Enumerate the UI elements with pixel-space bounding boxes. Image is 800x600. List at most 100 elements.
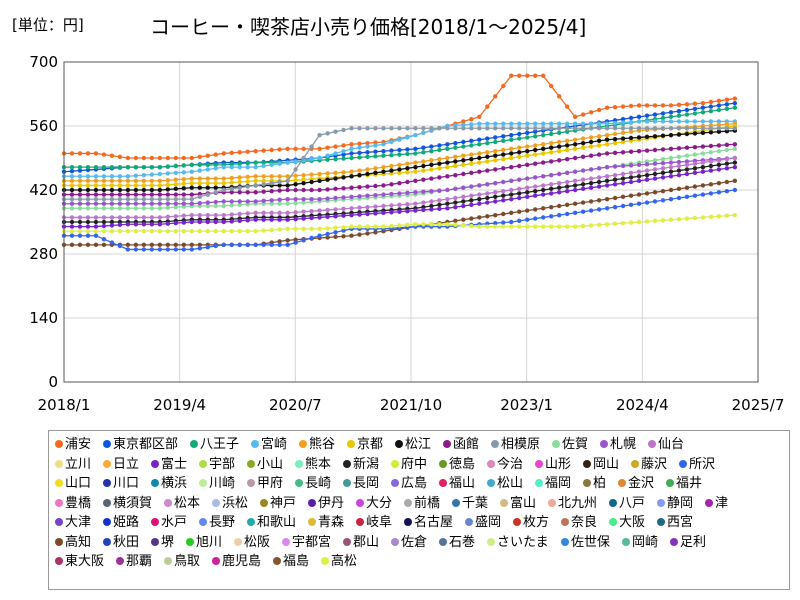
data-point <box>533 184 538 189</box>
legend-label: 松本 <box>174 495 201 511</box>
data-point <box>540 215 546 220</box>
legend-marker-icon <box>443 440 451 448</box>
data-point <box>445 187 450 193</box>
legend-item: 鳥取 <box>164 554 200 570</box>
data-point <box>612 172 618 178</box>
data-point <box>349 174 354 179</box>
data-point <box>469 126 474 131</box>
data-point <box>197 200 202 206</box>
data-point <box>604 196 610 202</box>
legend-item: 松阪 <box>234 535 270 551</box>
data-point <box>485 136 490 141</box>
data-point <box>469 156 474 162</box>
data-point <box>485 159 490 164</box>
data-point <box>644 172 650 178</box>
data-point <box>461 223 466 228</box>
data-point <box>317 215 322 220</box>
data-point <box>493 199 498 204</box>
data-point <box>421 145 426 150</box>
data-point <box>533 193 538 198</box>
legend-label: 浦安 <box>65 437 92 452</box>
data-point <box>724 213 730 218</box>
data-point <box>389 203 394 208</box>
data-point <box>69 178 75 184</box>
data-point <box>261 242 266 248</box>
data-point <box>245 228 250 234</box>
data-point <box>724 166 730 171</box>
legend-item: 徳島 <box>439 457 475 473</box>
line-chart: 0 140 280 420 560 700 2018/1 2019/4 2020/7 2021/1… <box>29 53 784 414</box>
data-point <box>684 185 690 190</box>
data-point <box>660 147 666 152</box>
data-point <box>157 155 163 161</box>
data-point <box>85 183 91 188</box>
data-point <box>469 193 474 198</box>
legend-marker-icon <box>282 537 290 546</box>
data-point <box>149 155 155 161</box>
data-point <box>461 126 466 131</box>
data-point <box>525 121 530 126</box>
data-point <box>101 236 107 242</box>
data-point <box>652 134 658 139</box>
data-point <box>501 134 506 139</box>
data-point <box>620 120 626 125</box>
legend-item: 豊橋 <box>55 496 91 512</box>
data-point <box>389 182 394 187</box>
data-point <box>461 139 466 145</box>
data-point <box>109 228 115 234</box>
data-point <box>389 152 394 158</box>
legend-item: 大津 <box>55 515 91 531</box>
data-point <box>277 188 282 193</box>
data-point <box>437 166 442 171</box>
data-point <box>205 192 210 197</box>
data-point <box>644 134 650 140</box>
data-point <box>277 210 282 216</box>
legend-label: 西宮 <box>667 515 694 530</box>
data-point <box>405 151 410 157</box>
legend-marker-icon <box>648 440 656 448</box>
data-point <box>596 138 602 144</box>
data-point <box>109 187 115 193</box>
data-point <box>572 137 578 142</box>
data-point <box>69 201 75 206</box>
data-point <box>333 151 338 156</box>
data-point <box>469 161 474 166</box>
data-point <box>373 170 378 176</box>
data-point <box>509 196 514 202</box>
data-point <box>125 183 131 188</box>
data-point <box>157 242 163 248</box>
data-point <box>437 198 442 203</box>
legend-marker-icon <box>151 537 159 546</box>
legend-marker-icon <box>600 440 608 448</box>
data-point <box>77 183 83 188</box>
data-point <box>133 247 139 252</box>
data-point <box>285 146 290 152</box>
data-point <box>165 164 171 169</box>
data-point <box>620 104 626 109</box>
data-point <box>644 162 650 167</box>
data-point <box>644 177 650 182</box>
data-point <box>189 192 194 197</box>
legend-label: 姫路 <box>113 515 140 530</box>
data-point <box>700 144 706 149</box>
data-point <box>405 202 410 207</box>
data-point <box>732 155 738 161</box>
data-point <box>221 212 226 218</box>
data-point <box>261 210 266 216</box>
data-point <box>572 169 578 174</box>
data-point <box>333 214 338 219</box>
legend-label: 富士 <box>161 456 188 472</box>
data-point <box>588 167 594 172</box>
data-point <box>109 240 115 245</box>
data-point <box>564 147 570 153</box>
legend-label: 長野 <box>209 515 236 530</box>
data-point <box>389 139 394 145</box>
data-point <box>676 172 682 178</box>
data-point <box>189 212 194 218</box>
data-point <box>604 137 610 142</box>
data-point <box>588 121 594 126</box>
data-point <box>716 122 722 128</box>
legend-marker-icon <box>631 459 639 468</box>
legend-label: 松山 <box>497 476 524 491</box>
data-point <box>301 200 306 205</box>
